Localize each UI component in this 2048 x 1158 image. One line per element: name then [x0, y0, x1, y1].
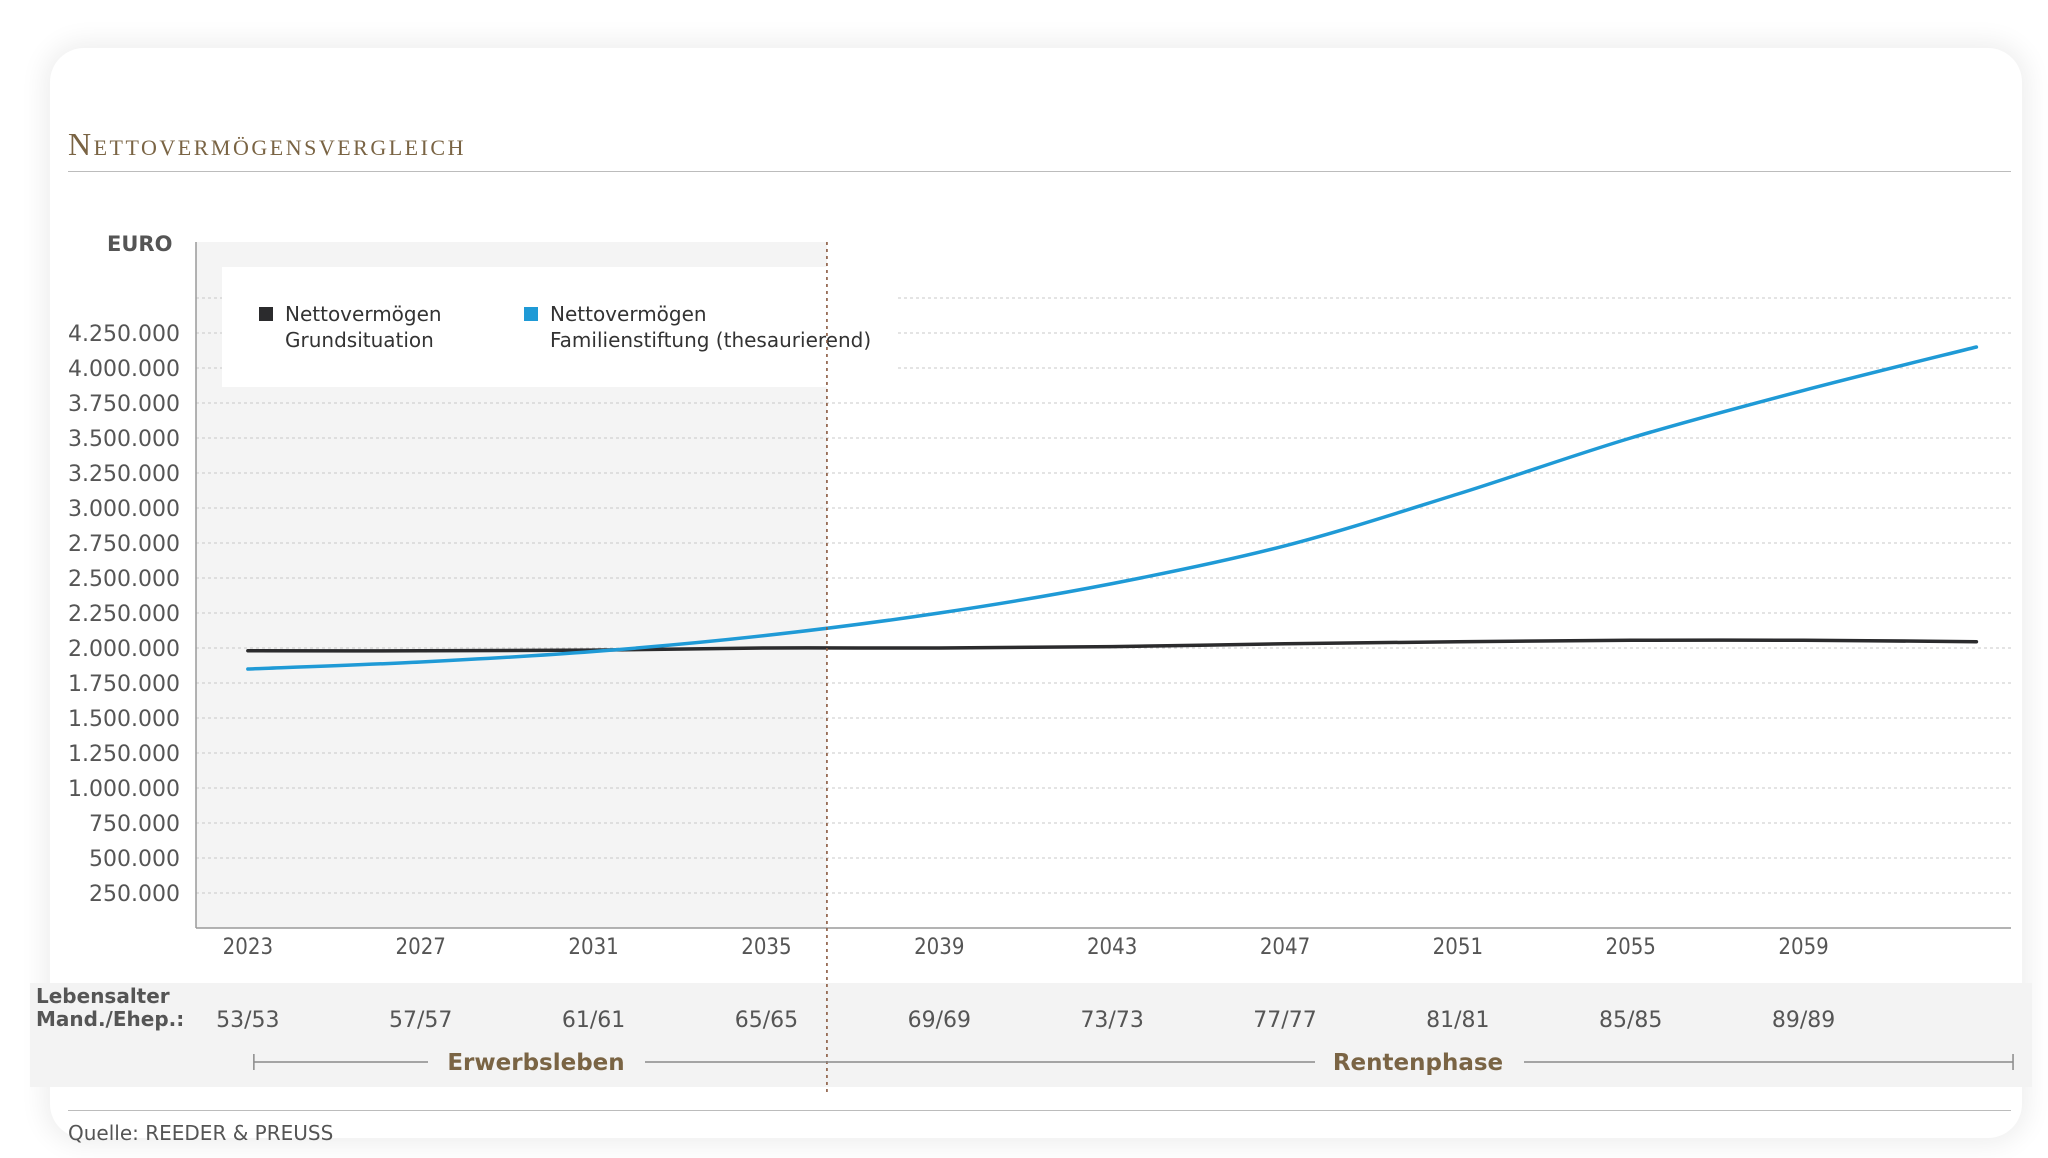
- x-tick-label: 2035: [741, 935, 791, 960]
- y-tick-label: 2.500.000: [68, 567, 180, 592]
- age-value: 61/61: [562, 1008, 625, 1033]
- x-tick-label: 2051: [1433, 935, 1483, 960]
- legend-label: Nettovermögen: [550, 302, 707, 326]
- x-tick-label: 2043: [1087, 935, 1137, 960]
- y-tick-label: 2.250.000: [68, 602, 180, 627]
- legend-label: Nettovermögen: [285, 302, 442, 326]
- x-tick-label: 2039: [914, 935, 964, 960]
- title-divider: [68, 171, 2011, 172]
- series-line-familienstiftung: [246, 345, 1979, 671]
- x-tick-label: 2031: [568, 935, 618, 960]
- age-value: 89/89: [1772, 1008, 1835, 1033]
- age-value: 73/73: [1080, 1008, 1143, 1033]
- y-axis-label: EURO: [107, 232, 172, 256]
- phase-label-erwerbsleben: Erwerbsleben: [447, 1050, 624, 1076]
- x-tick-label: 2023: [223, 935, 273, 960]
- age-row-label: Lebensalter: [36, 984, 170, 1008]
- series-lines: [246, 345, 1979, 671]
- y-tick-labels: 250.000 500.000 750.000 1.000.000 1.250.000 1…: [68, 322, 180, 907]
- y-tick-label: 4.000.000: [68, 357, 180, 382]
- x-tick-label: 2059: [1778, 935, 1828, 960]
- footer-divider: [68, 1110, 2011, 1111]
- y-tick-label: 3.000.000: [68, 497, 180, 522]
- age-row-band: [30, 983, 2032, 1087]
- y-tick-label: 1.250.000: [68, 742, 180, 767]
- phase-label-rentenphase: Rentenphase: [1333, 1050, 1503, 1076]
- legend-label: Familienstiftung (thesaurierend): [550, 328, 871, 352]
- chart-title: Nettovermögensvergleich: [68, 126, 466, 162]
- y-tick-label: 3.500.000: [68, 427, 180, 452]
- y-tick-label: 250.000: [89, 882, 180, 907]
- x-tick-label: 2027: [396, 935, 446, 960]
- axes: [195, 242, 2011, 929]
- phase-bar: Erwerbsleben Rentenphase: [253, 1050, 2014, 1076]
- y-tick-label: 2.000.000: [68, 637, 180, 662]
- age-value: 85/85: [1599, 1008, 1662, 1033]
- age-value: 81/81: [1426, 1008, 1489, 1033]
- y-tick-label: 1.000.000: [68, 777, 180, 802]
- source-note: Quelle: REEDER & PREUSS: [68, 1121, 334, 1145]
- age-value: 69/69: [908, 1008, 971, 1033]
- y-tick-label: 1.750.000: [68, 672, 180, 697]
- y-tick-label: 3.250.000: [68, 462, 180, 487]
- legend-swatch: [259, 307, 273, 321]
- y-tick-label: 500.000: [89, 847, 180, 872]
- series-line-grundsituation: [246, 638, 1979, 653]
- y-tick-label: 4.250.000: [68, 322, 180, 347]
- age-value: 57/57: [389, 1008, 452, 1033]
- x-tick-labels: 2023 2027 2031 2035 2039 2043 2047 2051 2055 2059: [223, 935, 1829, 960]
- y-tick-label: 2.750.000: [68, 532, 180, 557]
- x-tick-label: 2047: [1260, 935, 1310, 960]
- y-tick-label: 1.500.000: [68, 707, 180, 732]
- x-tick-label: 2055: [1606, 935, 1656, 960]
- legend-box: [222, 267, 898, 387]
- legend-label: Grundsituation: [285, 328, 434, 352]
- age-value: 77/77: [1253, 1008, 1316, 1033]
- age-value: 65/65: [735, 1008, 798, 1033]
- legend-swatch: [524, 307, 538, 321]
- y-tick-label: 3.750.000: [68, 392, 180, 417]
- age-value: 53/53: [216, 1008, 279, 1033]
- legend: NettovermögenGrundsituationNettovermögen…: [222, 267, 898, 387]
- y-tick-label: 750.000: [89, 812, 180, 837]
- age-row-label: Mand./Ehep.:: [36, 1007, 184, 1031]
